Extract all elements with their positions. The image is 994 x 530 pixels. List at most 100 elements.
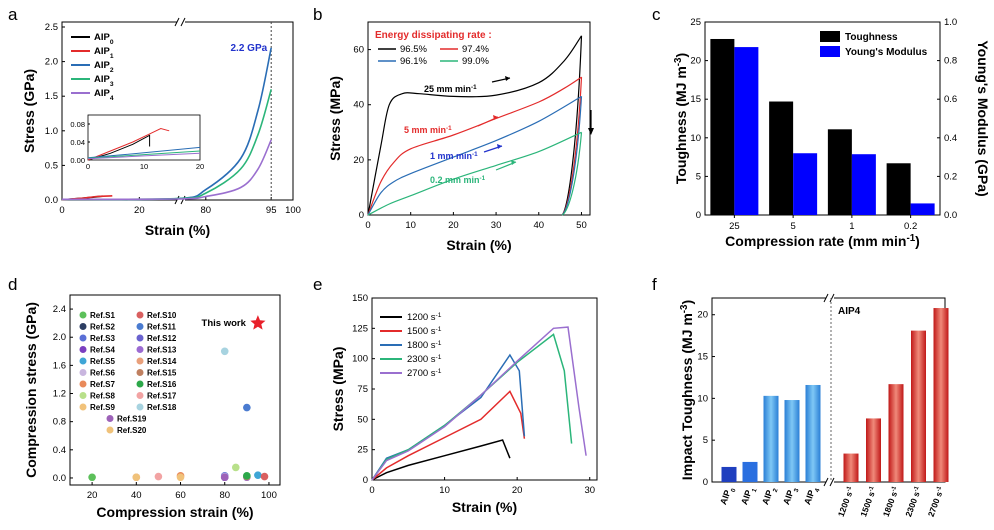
- x-tick-label: 80: [201, 205, 212, 216]
- loading-curve: [367, 76, 582, 216]
- legend-marker: [79, 369, 87, 376]
- x-tick-label: 80: [219, 490, 230, 501]
- y-tick-label: 15: [697, 352, 708, 363]
- x-tick-label: 50: [576, 220, 587, 231]
- x-tick-label: 10: [439, 485, 450, 496]
- y2-axis-label: Young's Modulus (GPa): [975, 40, 991, 196]
- loading-curve: [367, 95, 582, 216]
- y-tick-label: 2.4: [53, 304, 66, 315]
- legend-label: 2700 s-1: [407, 368, 442, 380]
- legend-label: Young's Modulus: [845, 47, 928, 58]
- axis-break-mark: [174, 195, 180, 205]
- this-work-star: [250, 315, 266, 330]
- y-tick-label: 20: [353, 155, 364, 166]
- legend-marker: [79, 392, 87, 399]
- y-axis-label: Toughness (MJ m-3): [673, 53, 690, 184]
- legend-label: 2300 s-1: [407, 354, 442, 366]
- x-tick-label: 1200 s-1: [836, 485, 856, 518]
- loading-curve: [367, 35, 582, 216]
- legend-label: AIP3: [94, 74, 114, 88]
- legend-label: 96.1%: [400, 56, 427, 67]
- arrow-head: [497, 144, 502, 149]
- aip4-annotation: AIP4: [838, 306, 861, 317]
- scatter-point: [88, 473, 96, 482]
- bar-toughness: [769, 101, 794, 215]
- bar-youngs-modulus: [793, 153, 818, 215]
- panel-b-chart: 0 20 40 60 0 10 20 30 40 50 Strain (%) Stress (MPa)…: [327, 21, 594, 253]
- x-tick-label: 0: [369, 485, 374, 496]
- y-tick-label: 20: [697, 310, 708, 321]
- legend-label: 99.0%: [462, 56, 489, 67]
- x-axis-label: Compression strain (%): [96, 504, 253, 520]
- y2-tick-label: 1.0: [944, 17, 957, 28]
- x-tick-label: 0.2: [904, 221, 917, 232]
- legend-label: AIP2: [94, 60, 114, 74]
- panel-e-letter: e: [313, 275, 322, 294]
- legend-label: AIP4: [94, 88, 114, 102]
- legend-marker: [79, 334, 87, 342]
- x-tick-label: 1800 s-1: [881, 485, 901, 518]
- x-tick-label: AIP0: [718, 485, 737, 507]
- x-tick-label: 95: [266, 205, 277, 216]
- y-tick-label: 125: [352, 323, 368, 334]
- inset-y-tick-label: 0.00: [70, 156, 85, 165]
- axis-break-gap: [177, 196, 185, 204]
- inset-y-tick-label: 0.04: [70, 138, 85, 147]
- x-tick-label: 100: [261, 490, 277, 501]
- bar-impact-aip: [784, 400, 800, 482]
- scatter-point: [243, 403, 251, 412]
- legend-marker: [136, 369, 144, 376]
- x-tick-label: AIP3: [781, 485, 800, 507]
- scatter-point: [132, 473, 141, 482]
- scatter-point: [243, 472, 251, 480]
- legend-label: Ref.S3: [90, 334, 115, 343]
- y-axis-label: Stress (MPa): [330, 347, 346, 432]
- legend-label: Ref.S6: [90, 369, 115, 378]
- legend-label: Ref.S16: [147, 380, 177, 389]
- y2-tick-label: 0.2: [944, 171, 957, 182]
- inset-series-line: [87, 127, 170, 161]
- scatter-point: [231, 463, 240, 472]
- scatter-point: [176, 473, 185, 482]
- panel-b-frame: [367, 21, 591, 216]
- x-tick-label: 1500 s-1: [858, 485, 878, 518]
- x-tick-label: AIP2: [760, 485, 779, 507]
- legend-marker: [136, 403, 144, 411]
- y-tick-label: 5: [696, 171, 701, 182]
- x-tick-label: 20: [87, 490, 98, 501]
- legend-marker: [79, 380, 87, 388]
- panel-c-letter: c: [652, 5, 661, 24]
- y-tick-label: 25: [690, 17, 701, 28]
- x-tick-label: 40: [131, 490, 142, 501]
- scatter-point: [220, 347, 229, 356]
- y2-tick-label: 0.6: [944, 94, 957, 105]
- x-axis-label: Compression rate (mm min-1): [725, 233, 920, 250]
- axis-break-mark: [823, 293, 829, 303]
- legend-label: Ref.S1: [90, 311, 115, 320]
- y-tick-label: 100: [352, 354, 368, 365]
- x-tick-label: 20: [512, 485, 523, 496]
- legend-marker: [136, 346, 144, 353]
- axis-break-gap: [177, 18, 185, 26]
- legend-swatch: [820, 46, 840, 57]
- y-tick-label: 0.5: [45, 160, 58, 171]
- y-tick-label: 1.0: [45, 126, 58, 137]
- arrow-head: [505, 76, 510, 81]
- axis-break-mark: [180, 17, 186, 27]
- y-tick-label: 150: [352, 293, 368, 304]
- legend-label: AIP1: [94, 46, 114, 60]
- y2-tick-label: 0.8: [944, 56, 957, 67]
- inset-x-tick-label: 10: [140, 162, 148, 171]
- legend-marker: [106, 426, 114, 434]
- y-tick-label: 1.6: [53, 360, 66, 371]
- y-tick-label: 1.5: [45, 91, 58, 102]
- y-tick-label: 0: [363, 475, 368, 486]
- x-axis-label: Strain (%): [452, 499, 517, 515]
- loading-curve: [367, 131, 582, 216]
- y-tick-label: 2.0: [45, 57, 58, 68]
- series-line-1200: [371, 439, 511, 481]
- y-tick-label: 10: [690, 133, 701, 144]
- y-tick-label: 20: [690, 56, 701, 67]
- x-tick-label: 1: [849, 221, 854, 232]
